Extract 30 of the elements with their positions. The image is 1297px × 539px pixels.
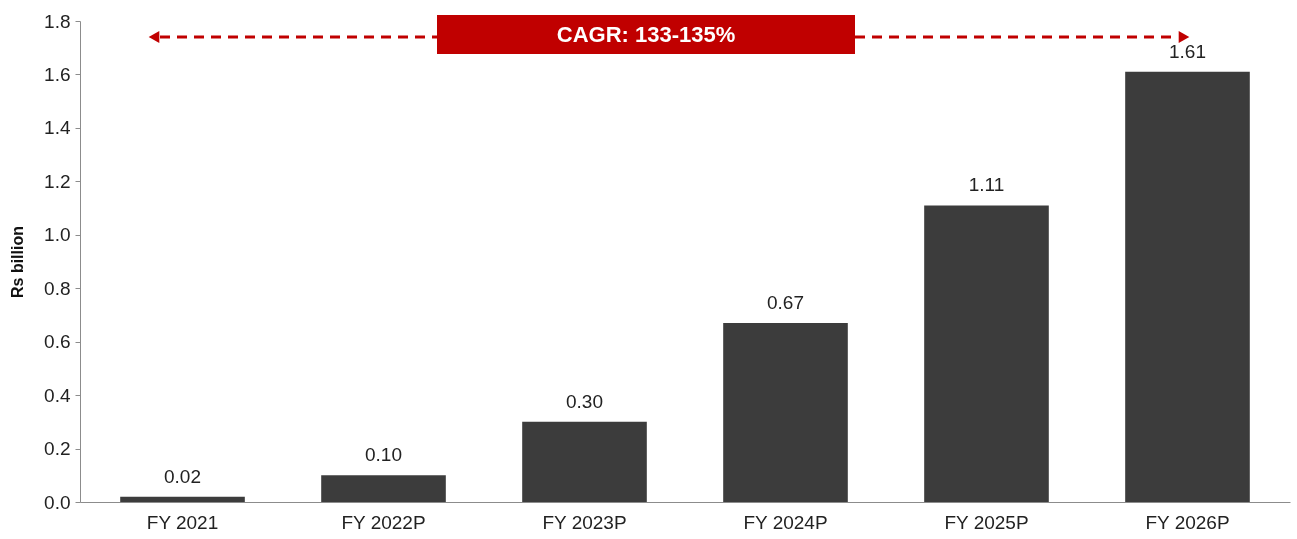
data-label: 1.11 <box>968 174 1005 196</box>
x-tick-label: FY 2023P <box>542 511 627 533</box>
y-tick-label: 1.8 <box>44 10 71 32</box>
x-tick-label: FY 2021 <box>146 511 219 533</box>
bar <box>120 496 245 502</box>
bar <box>1125 71 1250 502</box>
y-tick-label: 0.6 <box>44 331 71 353</box>
y-tick-label: 0.8 <box>44 277 71 299</box>
data-label: 0.10 <box>365 444 402 466</box>
x-tick-label: FY 2022P <box>341 511 426 533</box>
y-tick-label: 1.2 <box>44 170 71 192</box>
bar <box>723 322 848 502</box>
bar <box>924 205 1049 502</box>
annotation: CAGR: 133-135% <box>556 22 736 47</box>
y-tick-label: 1.6 <box>44 63 71 85</box>
y-tick-label: 1.0 <box>44 224 71 246</box>
data-label: 1.61 <box>1169 40 1206 62</box>
y-tick-label: 0.2 <box>44 438 71 460</box>
y-tick-label: 0.4 <box>44 384 71 406</box>
y-tick-label: 0.0 <box>44 491 71 513</box>
data-label: 0.30 <box>566 390 603 412</box>
data-label: 0.02 <box>164 465 201 487</box>
data-label: 0.67 <box>767 291 804 313</box>
x-tick-label: FY 2026P <box>1145 511 1230 533</box>
y-tick-label: 1.4 <box>44 117 71 139</box>
bar <box>522 421 647 502</box>
y-axis-title: Rs billion <box>9 226 27 298</box>
x-tick-label: FY 2024P <box>743 511 828 533</box>
x-tick-label: FY 2025P <box>944 511 1029 533</box>
bar <box>321 475 446 502</box>
